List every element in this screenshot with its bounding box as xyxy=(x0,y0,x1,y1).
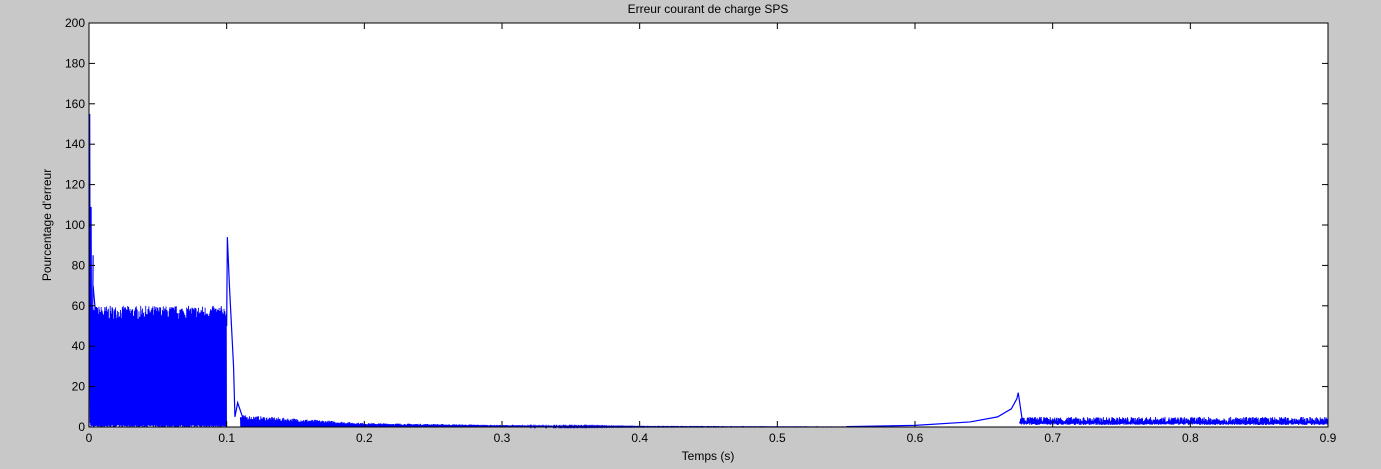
y-tick-label: 80 xyxy=(72,258,86,272)
series-oscillation xyxy=(89,305,227,428)
y-tick-label: 60 xyxy=(72,299,86,313)
y-axis-label: Pourcentage d'erreur xyxy=(40,169,54,281)
y-tick-label: 180 xyxy=(65,56,85,70)
x-tick-label: 0.1 xyxy=(218,431,235,445)
y-tick-label: 20 xyxy=(72,380,86,394)
x-tick-label: 0.2 xyxy=(356,431,373,445)
x-tick-label: 0.5 xyxy=(769,431,786,445)
y-tick-label: 140 xyxy=(65,137,85,151)
chart-title: Erreur courant de charge SPS xyxy=(628,2,789,16)
plot-area xyxy=(89,23,1328,427)
y-tick-label: 160 xyxy=(65,97,85,111)
x-tick-label: 0.3 xyxy=(494,431,511,445)
tick-layer: 0 0.1 0.2 0.3 0.4 0.5 0.6 0.7 0.8 0.9 0 20 40 60 80 100… xyxy=(65,16,1337,445)
y-tick-label: 200 xyxy=(65,16,85,30)
series-oscillation xyxy=(1019,416,1329,426)
y-tick-label: 0 xyxy=(78,420,85,434)
x-axis-label: Temps (s) xyxy=(682,449,735,463)
x-tick-label: 0.7 xyxy=(1044,431,1061,445)
x-tick-label: 0.9 xyxy=(1320,431,1337,445)
y-tick-label: 120 xyxy=(65,178,85,192)
series-line xyxy=(846,392,1023,428)
x-tick-label: 0.8 xyxy=(1182,431,1199,445)
series-line xyxy=(226,237,244,420)
x-tick-label: 0 xyxy=(86,431,93,445)
y-tick-label: 100 xyxy=(65,218,85,232)
x-tick-label: 0.6 xyxy=(907,431,924,445)
y-tick-label: 40 xyxy=(72,339,86,353)
x-tick-label: 0.4 xyxy=(631,431,648,445)
